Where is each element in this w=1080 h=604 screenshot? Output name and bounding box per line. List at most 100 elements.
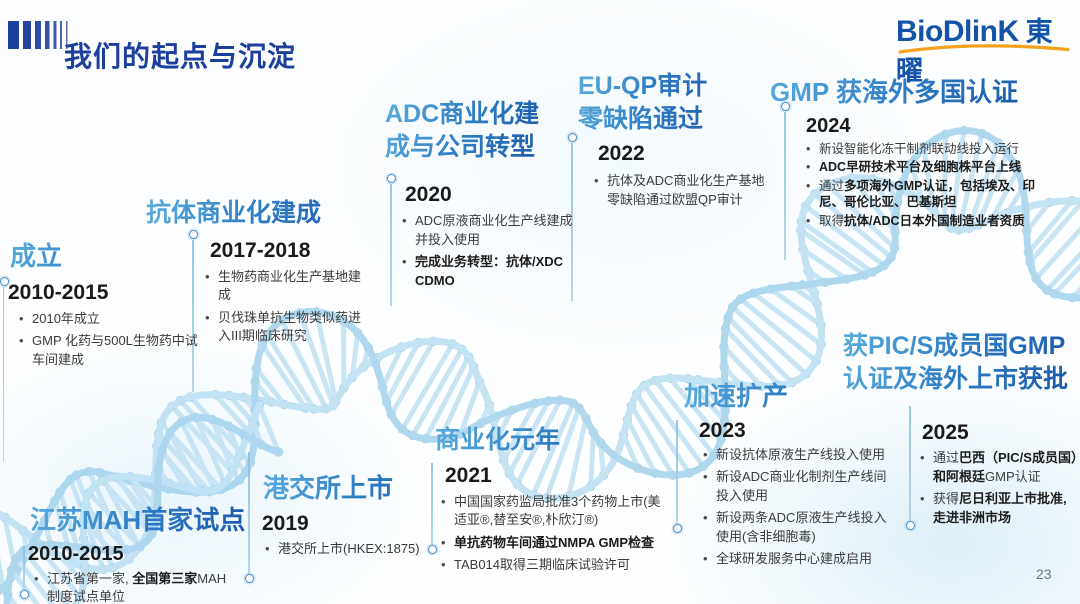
bullet-text-bold: 抗体/ADC日本外国制造业者资质	[844, 213, 1025, 228]
title-bars-icon	[8, 21, 68, 49]
bullet-text: 新设两条ADC原液生产线投入使用(含非细胞毒)	[716, 510, 887, 544]
timeline-connector-mah	[23, 546, 25, 590]
bullet-text: 2010年成立	[32, 310, 100, 326]
milestone-bullets: 江苏省第一家, 全国第三家MAH制度试点单位	[32, 570, 228, 604]
milestone-gmp-2024: GMP 获海外多国认证 2024 新设智能化冻干制剂联动线投入运行 ADC早研技…	[768, 76, 1044, 231]
timeline-marker-2019	[245, 574, 254, 583]
bullet-text: 贝伐珠单抗生物类似药进入III期临床研究	[218, 309, 362, 343]
timeline-connector-2023	[676, 420, 678, 524]
bullet-item: 获得尼日利亚上市批准, 走进非洲市场	[918, 490, 1080, 527]
bullet-item: 新设智能化冻干制剂联动线投入运行	[804, 141, 1038, 158]
bullet-text: 通过	[933, 450, 960, 466]
bullet-text: MAH制度试点单位	[47, 570, 227, 604]
page-title: 我们的起点与沉淀	[64, 40, 297, 72]
company-logo: BioDlinK 東曜	[896, 10, 1078, 86]
milestone-bullets: 抗体及ADC商业化生产基地零缺陷通过欧盟QP审计	[592, 172, 766, 209]
bullet-item: 全球研发服务中心建成启用	[701, 550, 899, 569]
milestone-period: 2021	[445, 463, 492, 487]
milestone-bullets: ADC原液商业化生产线建成并投入使用 完成业务转型：抗体/XDC CDMO	[400, 212, 574, 290]
bullet-text: 中国国家药监局批准3个药物上市(美适亚®,替至安®,朴欣汀®)	[454, 493, 661, 528]
milestone-title: 港交所上市	[263, 472, 465, 506]
bullet-text: 取得	[819, 213, 845, 228]
bullet-text-bold: 巴西（PIC/S成员国）和阿根廷	[933, 450, 1078, 484]
bullet-item: 取得抗体/ADC日本外国制造业者资质	[804, 213, 1038, 230]
bullet-text: 新设ADC商业化制剂生产线间投入使用	[716, 469, 887, 503]
milestone-title: 获PIC/S成员国GMP认证及海外上市获批	[843, 330, 1080, 395]
bullet-text: TAB014取得三期临床试验许可	[454, 557, 631, 572]
milestone-bullets: 中国国家药监局批准3个药物上市(美适亚®,替至安®,朴欣汀®) 单抗药物车间通过…	[439, 493, 663, 575]
bullet-item: 生物药商业化生产基地建成	[203, 268, 373, 305]
bullet-text-bold: 多项海外GMP认证，包括埃及、印尼、哥伦比亚、巴基斯坦	[819, 178, 1035, 210]
bullet-item: ADC早研技术平台及细胞株平台上线	[804, 159, 1038, 176]
timeline-marker-2024	[781, 102, 790, 111]
bullet-item: 新设抗体原液生产线投入使用	[701, 446, 899, 465]
bullet-item: 中国国家药监局批准3个药物上市(美适亚®,替至安®,朴欣汀®)	[439, 493, 663, 530]
milestone-title: 加速扩产	[684, 380, 899, 414]
logo-cjk-name: 東曜	[896, 17, 1053, 86]
bullet-item: 通过多项海外GMP认证，包括埃及、印尼、哥伦比亚、巴基斯坦	[804, 178, 1038, 211]
milestone-antibody-2017: 抗体商业化建成 2017-2018 生物药商业化生产基地建成 贝伐珠单抗生物类似…	[146, 197, 386, 349]
timeline-connector-2025	[909, 406, 911, 521]
milestone-period: 2023	[699, 418, 746, 442]
milestone-period: 2024	[806, 114, 851, 137]
bullet-item: 新设ADC商业化制剂生产线间投入使用	[701, 468, 899, 505]
milestone-bullets: 新设抗体原液生产线投入使用 新设ADC商业化制剂生产线间投入使用 新设两条ADC…	[701, 446, 899, 569]
timeline-marker-2025	[906, 521, 915, 530]
bullet-item: ADC原液商业化生产线建成并投入使用	[400, 212, 574, 249]
bullet-text-bold: 单抗药物车间通过NMPA GMP检查	[454, 534, 655, 550]
bullet-text: GMP 化药与500L生物药中试车间建成	[32, 333, 198, 367]
timeline-marker-2010	[0, 277, 9, 286]
milestone-title: EU-QP审计零缺陷通过	[578, 70, 732, 135]
milestone-bullets: 新设智能化冻干制剂联动线投入运行 ADC早研技术平台及细胞株平台上线 通过多项海…	[804, 141, 1038, 230]
bullet-text: ADC原液商业化生产线建成并投入使用	[415, 213, 573, 247]
milestone-period: 2017-2018	[210, 238, 311, 262]
milestone-period: 2010-2015	[8, 280, 109, 304]
bullet-item: 贝伐珠单抗生物类似药进入III期临床研究	[203, 309, 373, 346]
milestone-expansion-2023: 加速扩产 2023 新设抗体原液生产线投入使用 新设ADC商业化制剂生产线间投入…	[684, 380, 899, 573]
milestone-euqp-2022: EU-QP审计零缺陷通过 2022 抗体及ADC商业化生产基地零缺陷通过欧盟QP…	[578, 70, 770, 213]
bullet-item: 通过巴西（PIC/S成员国）和阿根廷GMP认证	[918, 449, 1080, 486]
bullet-text: 生物药商业化生产基地建成	[218, 268, 362, 303]
bullet-item: 抗体及ADC商业化生产基地零缺陷通过欧盟QP审计	[592, 172, 766, 209]
milestone-founding-2010: 成立 2010-2015 2010年成立 GMP 化药与500L生物药中试车间建…	[8, 240, 208, 373]
milestone-hkex-2019: 港交所上市 2019 港交所上市(HKEX:1875)	[260, 472, 465, 562]
bullet-text: 江苏省第一家,	[47, 570, 133, 586]
milestone-title: 江苏MAH首家试点	[30, 504, 260, 538]
milestone-bullets: 2010年成立 GMP 化药与500L生物药中试车间建成	[17, 310, 199, 369]
timeline-connector-2020	[390, 184, 392, 306]
milestone-commercial-2021: 商业化元年 2021 中国国家药监局批准3个药物上市(美适亚®,替至安®,朴欣汀…	[432, 424, 677, 578]
timeline-marker-2023	[673, 524, 682, 533]
timeline-marker-2020	[387, 174, 396, 183]
bullet-text: 全球研发服务中心建成启用	[716, 551, 873, 567]
bullet-text: 获得	[933, 491, 960, 507]
bullet-item: 单抗药物车间通过NMPA GMP检查	[439, 534, 663, 553]
bullet-item: 新设两条ADC原液生产线投入使用(含非细胞毒)	[701, 509, 899, 546]
milestone-mah-2010: 江苏MAH首家试点 2010-2015 江苏省第一家, 全国第三家MAH制度试点…	[28, 504, 260, 604]
timeline-connector-2019	[248, 452, 250, 574]
page-number: 23	[1036, 566, 1052, 582]
bullet-item: 2010年成立	[17, 310, 199, 329]
bullet-text: 通过	[819, 178, 845, 193]
milestone-period: 2019	[262, 511, 309, 535]
bullet-text: GMP认证	[985, 468, 1041, 484]
milestone-title: ADC商业化建成与公司转型	[385, 98, 555, 164]
bullet-item: 港交所上市(HKEX:1875)	[263, 540, 458, 559]
milestone-adc-2020: ADC商业化建成与公司转型 2020 ADC原液商业化生产线建成并投入使用 完成…	[385, 98, 577, 294]
bullet-text: 抗体及ADC商业化生产基地零缺陷通过欧盟QP审计	[607, 173, 765, 207]
timeline-connector-2021	[431, 463, 433, 545]
milestone-title: 成立	[10, 240, 208, 274]
milestone-title: 抗体商业化建成	[146, 197, 386, 230]
milestone-title: GMP 获海外多国认证	[770, 76, 1044, 110]
logo-wordmark: BioDlinK	[896, 15, 1019, 48]
bullet-item: 江苏省第一家, 全国第三家MAH制度试点单位	[32, 570, 228, 604]
milestone-bullets: 通过巴西（PIC/S成员国）和阿根廷GMP认证 获得尼日利亚上市批准, 走进非洲…	[918, 449, 1080, 527]
milestone-bullets: 生物药商业化生产基地建成 贝伐珠单抗生物类似药进入III期临床研究	[203, 268, 373, 346]
milestone-bullets: 港交所上市(HKEX:1875)	[263, 540, 458, 559]
bullet-text: 新设智能化冻干制剂联动线投入运行	[819, 141, 1020, 156]
timeline-marker-2017	[189, 230, 198, 239]
milestone-pics-2025: 获PIC/S成员国GMP认证及海外上市获批 2025 通过巴西（PIC/S成员国…	[843, 330, 1080, 531]
milestone-period: 2020	[405, 183, 452, 206]
timeline-connector-2024	[784, 112, 786, 260]
milestone-title: 商业化元年	[435, 424, 677, 457]
bullet-text-bold: 尼日利亚上市批准, 走进非洲市场	[933, 491, 1067, 525]
